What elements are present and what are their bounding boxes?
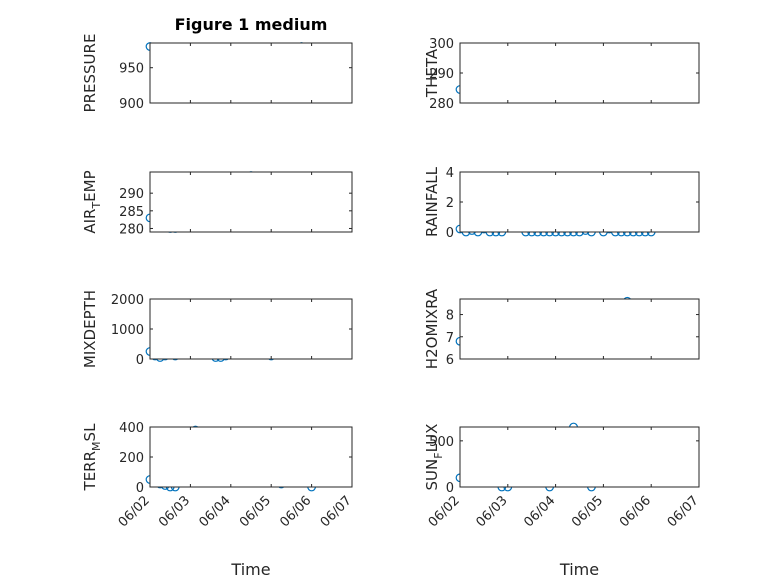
y-tick-label: 950 (119, 62, 144, 77)
y-axis-label: RAINFALL (423, 166, 441, 237)
y-tick-label: 0 (136, 481, 144, 496)
y-tick-label: 900 (119, 97, 144, 112)
y-tick-label: 290 (429, 67, 454, 82)
x-tick-label: 06/02 (116, 493, 153, 530)
subplot-sun-flux: 0 500 06/02 06/03 06/04 06/05 06/06 06/07 Time SU… (423, 422, 702, 579)
axes-frame (459, 42, 700, 104)
y-tick-label: 0 (446, 226, 454, 241)
subplot-terr-msl: 0 200 400 06/02 06/03 06/04 06/05 06/06 06/07 Tim… (81, 421, 355, 579)
chart-title: Figure 1 medium (175, 15, 328, 34)
y-tick-label: 1000 (111, 323, 144, 338)
subplot-air-temp: 280 285 290 AIRTEMP (81, 170, 353, 237)
y-tick-label: 4 (446, 166, 454, 181)
y-tick-label: 200 (119, 451, 144, 466)
y-tick-label: 285 (119, 205, 144, 220)
x-tick-label: 06/04 (521, 493, 558, 530)
axes-frame (459, 298, 700, 360)
x-axis-label: Time (230, 560, 270, 579)
y-tick-label: 7 (446, 331, 454, 346)
y-tick-label: 400 (119, 421, 144, 436)
axes-frame (149, 42, 353, 104)
x-tick-label: 06/07 (318, 493, 355, 530)
y-axis-label: MIXDEPTH (81, 290, 99, 368)
y-tick-label: 2000 (111, 293, 144, 308)
axes-frame (149, 298, 353, 360)
subplot-pressure: 900 950 PRESSURE Figure 1 medium (81, 15, 353, 113)
y-tick-label: 300 (429, 37, 454, 52)
x-tick-label: 06/04 (197, 493, 234, 530)
x-tick-label: 06/07 (665, 493, 702, 530)
axes-frame (459, 171, 700, 233)
subplot-mixdepth: 0 1000 2000 MIXDEPTH (81, 290, 353, 368)
y-tick-label: 6 (446, 353, 454, 368)
y-axis-label: THETA (423, 48, 441, 98)
y-tick-label: 2 (446, 196, 454, 211)
x-tick-label: 06/03 (474, 493, 511, 530)
y-axis-label: AIRTEMP (81, 170, 103, 233)
x-axis-label: Time (559, 560, 599, 579)
y-tick-label: 0 (446, 481, 454, 496)
subplot-h2omixra: 6 7 8 H2OMIXRA (423, 288, 700, 369)
y-axis-label: TERRMSL (81, 423, 103, 492)
y-tick-label: 290 (119, 187, 144, 202)
x-tick-label: 06/05 (237, 493, 274, 530)
x-tick-label: 06/05 (569, 493, 606, 530)
y-tick-label: 280 (119, 222, 144, 237)
subplot-rainfall: 0 2 4 RAINFALL (423, 166, 700, 241)
y-axis-label: SUNFLUX (423, 424, 445, 491)
y-axis-label: H2OMIXRA (423, 288, 441, 369)
axes-frame (149, 171, 353, 233)
x-tick-label: 06/03 (156, 493, 193, 530)
y-tick-label: 0 (136, 353, 144, 368)
x-tick-label: 06/02 (426, 493, 463, 530)
x-tick-label: 06/06 (617, 493, 654, 530)
axes-frame (459, 426, 700, 488)
y-tick-label: 8 (446, 309, 454, 324)
axes-frame (149, 426, 353, 488)
y-axis-label: PRESSURE (81, 34, 99, 113)
y-tick-label: 280 (429, 97, 454, 112)
y-tick-label: 500 (429, 435, 454, 450)
x-tick-label: 06/06 (277, 493, 314, 530)
